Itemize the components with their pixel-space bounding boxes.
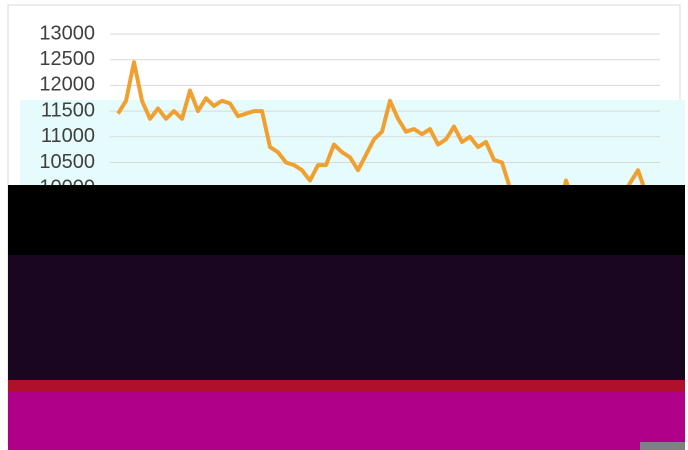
glitch-gray: [640, 442, 685, 450]
glitch-cyan: [20, 100, 685, 185]
y-tick-label: 12000: [39, 74, 95, 96]
glitch-purple: [8, 255, 685, 380]
y-tick-label: 11000: [41, 125, 95, 147]
y-tick-label: 13000: [39, 22, 95, 44]
glitch-overlay: [8, 185, 685, 450]
glitch-red: [8, 380, 685, 392]
plot-area: 10000105001100011500120001250013000: [39, 22, 660, 232]
glitch-black: [8, 185, 685, 255]
y-tick-label: 11500: [41, 99, 95, 121]
y-tick-label: 10500: [39, 151, 95, 173]
y-tick-label: 12500: [39, 48, 95, 70]
glitch-magenta: [8, 392, 685, 450]
